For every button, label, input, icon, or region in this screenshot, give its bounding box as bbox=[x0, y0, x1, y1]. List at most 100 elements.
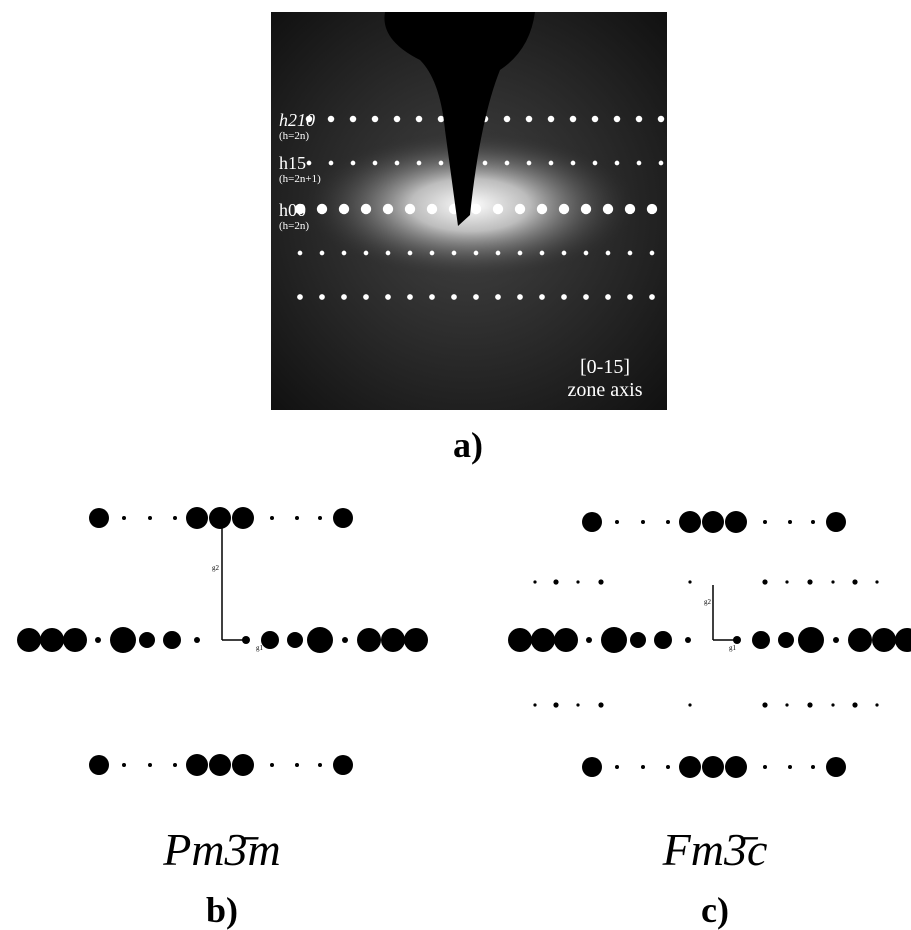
spot bbox=[495, 294, 501, 300]
spot bbox=[725, 756, 747, 778]
spot bbox=[778, 632, 794, 648]
spot bbox=[615, 161, 620, 166]
spot bbox=[89, 755, 109, 775]
spot bbox=[148, 763, 152, 767]
spot bbox=[194, 637, 200, 643]
spot bbox=[350, 116, 356, 122]
spot bbox=[95, 637, 101, 643]
spot bbox=[383, 204, 393, 214]
spot bbox=[407, 294, 413, 300]
spot bbox=[537, 204, 547, 214]
spot bbox=[505, 161, 510, 166]
spot bbox=[429, 294, 435, 300]
spot bbox=[297, 294, 303, 300]
spot bbox=[416, 116, 422, 122]
spot bbox=[395, 161, 400, 166]
spot bbox=[679, 511, 701, 533]
spot bbox=[872, 628, 896, 652]
spot bbox=[318, 516, 322, 520]
spot bbox=[471, 204, 481, 214]
spot bbox=[636, 116, 642, 122]
spot bbox=[571, 161, 576, 166]
spot bbox=[89, 508, 109, 528]
spot bbox=[625, 204, 635, 214]
spot bbox=[641, 520, 645, 524]
spot bbox=[307, 161, 312, 166]
spot bbox=[762, 579, 767, 584]
spot bbox=[788, 765, 792, 769]
spot bbox=[496, 251, 501, 256]
spot bbox=[339, 204, 349, 214]
spot bbox=[63, 628, 87, 652]
spot bbox=[576, 580, 579, 583]
spot bbox=[798, 627, 824, 653]
spot bbox=[209, 507, 231, 529]
g2-label: g2 bbox=[704, 598, 712, 606]
spot bbox=[763, 765, 767, 769]
spot bbox=[504, 116, 510, 122]
spot bbox=[785, 580, 788, 583]
spot bbox=[598, 702, 603, 707]
row-condition: (h=2n+1) bbox=[279, 173, 321, 185]
spot bbox=[163, 631, 181, 649]
zone-axis-note: zone axis bbox=[568, 379, 643, 401]
spot bbox=[317, 204, 327, 214]
spot bbox=[318, 763, 322, 767]
spot bbox=[341, 294, 347, 300]
spot bbox=[762, 702, 767, 707]
spot bbox=[554, 628, 578, 652]
spot bbox=[531, 628, 555, 652]
g1-label: g1 bbox=[256, 644, 264, 652]
spot bbox=[852, 579, 857, 584]
spot bbox=[295, 516, 299, 520]
spot bbox=[122, 763, 126, 767]
spot bbox=[320, 251, 325, 256]
spot bbox=[549, 161, 554, 166]
spot bbox=[641, 765, 645, 769]
spot bbox=[364, 251, 369, 256]
spot bbox=[582, 757, 602, 777]
row-label: h210 bbox=[279, 110, 315, 130]
spot bbox=[515, 204, 525, 214]
spot bbox=[173, 763, 177, 767]
spot bbox=[875, 703, 878, 706]
spot bbox=[601, 627, 627, 653]
panel-a bbox=[271, 12, 667, 410]
spot bbox=[474, 251, 479, 256]
spot bbox=[688, 703, 691, 706]
spot bbox=[328, 116, 334, 122]
spot bbox=[586, 637, 592, 643]
spot bbox=[405, 204, 415, 214]
spot bbox=[270, 516, 274, 520]
spot bbox=[122, 516, 126, 520]
spot bbox=[430, 251, 435, 256]
spot bbox=[539, 294, 545, 300]
row-condition: (h=2n) bbox=[279, 220, 309, 232]
spot bbox=[186, 507, 208, 529]
spot bbox=[725, 511, 747, 533]
spot bbox=[417, 161, 422, 166]
spot bbox=[679, 756, 701, 778]
spot bbox=[483, 161, 488, 166]
panel-c: g2 g1 Fm3̄c c) bbox=[508, 511, 911, 930]
spot bbox=[628, 251, 633, 256]
spot bbox=[385, 294, 391, 300]
spot bbox=[833, 637, 839, 643]
spot bbox=[831, 703, 834, 706]
spot bbox=[342, 251, 347, 256]
spot bbox=[598, 579, 603, 584]
figure: h210 (h=2n) h15 (h=2n+1) h00 (h=2n) [0-1… bbox=[0, 0, 911, 930]
spot bbox=[287, 632, 303, 648]
spot bbox=[666, 765, 670, 769]
spot bbox=[517, 294, 523, 300]
spot bbox=[333, 508, 353, 528]
spot bbox=[452, 251, 457, 256]
spot bbox=[548, 116, 554, 122]
spot bbox=[593, 161, 598, 166]
spot bbox=[826, 757, 846, 777]
g1-label: g1 bbox=[729, 644, 737, 652]
row-label: h00 bbox=[279, 200, 306, 220]
spot bbox=[702, 511, 724, 533]
spot bbox=[232, 754, 254, 776]
spot bbox=[209, 754, 231, 776]
